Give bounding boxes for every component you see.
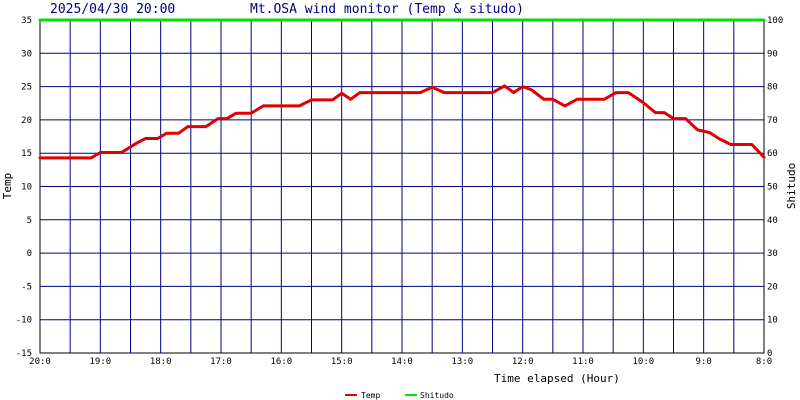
x-tick-label: 11:0: [572, 357, 594, 367]
x-tick-label: 17:0: [210, 357, 232, 367]
y-tick-label-right: 80: [767, 83, 778, 93]
y-tick-label-left: -5: [21, 282, 32, 292]
x-tick-label: 13:0: [451, 357, 473, 367]
x-tick-label: 10:0: [632, 357, 654, 367]
y-tick-label-right: 0: [767, 349, 772, 359]
x-tick-label: 14:0: [391, 357, 413, 367]
y-tick-label-left: 35: [21, 16, 32, 26]
y-tick-label-left: 20: [21, 116, 32, 126]
x-tick-label: 15:0: [331, 357, 353, 367]
series-layer: [38, 18, 766, 160]
y-tick-label-right: 100: [767, 16, 783, 26]
x-tick-label: 12:0: [512, 357, 534, 367]
x-tick-label: 9:0: [696, 357, 712, 367]
x-tick-label: 19:0: [89, 357, 111, 367]
y-tick-label-left: 10: [21, 183, 32, 193]
y-tick-label-right: 60: [767, 149, 778, 159]
legend: Temp Shitudo: [345, 391, 454, 400]
y-axis-label-right: Shitudo: [785, 163, 798, 209]
y-tick-label-left: 30: [21, 49, 32, 59]
x-tick-label: 18:0: [150, 357, 172, 367]
chart-title: Mt.OSA wind monitor (Temp & situdo): [250, 2, 524, 17]
y-tick-label-left: -15: [16, 349, 32, 359]
series-line-temp: [38, 84, 766, 160]
y-tick-label-right: 20: [767, 282, 778, 292]
y-tick-label-right: 50: [767, 183, 778, 193]
y-axis-label-left: Temp: [1, 173, 14, 200]
x-axis-label: Time elapsed (Hour): [494, 372, 620, 385]
y-tick-label-left: -10: [16, 316, 32, 326]
y-tick-label-left: 25: [21, 83, 32, 93]
grid: [40, 20, 764, 353]
y-tick-label-left: 15: [21, 149, 32, 159]
x-tick-label: 8:0: [756, 357, 772, 367]
y-tick-label-right: 90: [767, 49, 778, 59]
x-tick-label: 16:0: [270, 357, 292, 367]
y-tick-label-right: 70: [767, 116, 778, 126]
tick-labels: 35302520151050-5-10-15100908070605040302…: [16, 16, 784, 367]
header-datetime: 2025/04/30 20:00: [50, 2, 175, 17]
y-tick-label-left: 5: [27, 216, 32, 226]
legend-label-temp: Temp: [361, 391, 380, 400]
y-tick-label-right: 30: [767, 249, 778, 259]
x-tick-label: 20:0: [29, 357, 51, 367]
y-tick-label-right: 40: [767, 216, 778, 226]
y-tick-label-right: 10: [767, 316, 778, 326]
y-tick-label-left: 0: [27, 249, 32, 259]
legend-label-shitudo: Shitudo: [420, 391, 454, 400]
